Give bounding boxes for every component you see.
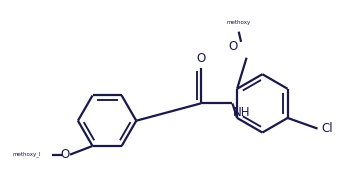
Text: O: O xyxy=(196,52,206,65)
Text: NH: NH xyxy=(233,106,251,119)
Text: O: O xyxy=(228,40,237,53)
Text: methoxy: methoxy xyxy=(226,20,251,25)
Text: Cl: Cl xyxy=(321,122,333,135)
Text: methoxy_l: methoxy_l xyxy=(12,152,41,157)
Text: O: O xyxy=(60,148,69,161)
